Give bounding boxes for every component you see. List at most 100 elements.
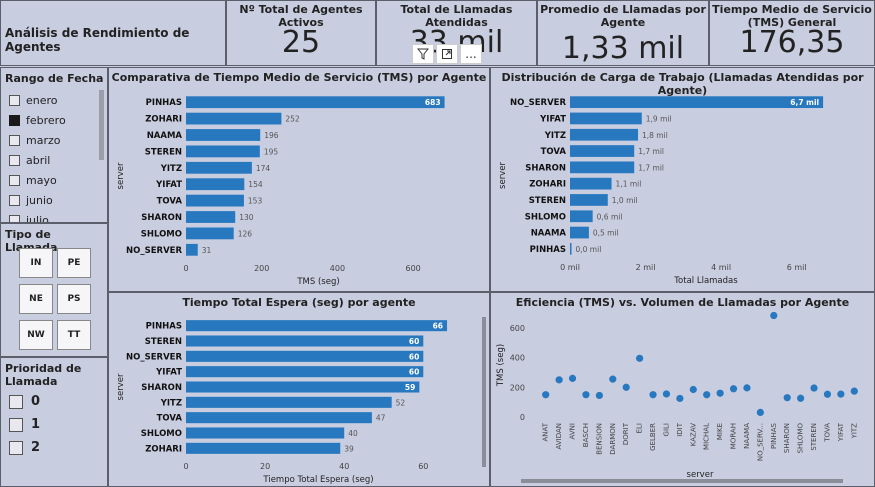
checkbox[interactable]: [9, 135, 20, 146]
bar[interactable]: [186, 427, 345, 439]
checkbox[interactable]: [9, 95, 20, 106]
bar[interactable]: [570, 177, 612, 190]
bar[interactable]: [570, 194, 608, 206]
more-options-button[interactable]: ...: [460, 44, 482, 64]
bar[interactable]: [186, 350, 424, 362]
bar[interactable]: [570, 96, 824, 109]
bar[interactable]: [186, 194, 244, 207]
data-point[interactable]: [582, 391, 590, 399]
checkbox[interactable]: [9, 440, 23, 455]
data-point[interactable]: [783, 394, 791, 402]
priority-option-1[interactable]: 1: [9, 417, 40, 432]
month-option-junio[interactable]: junio: [9, 194, 53, 207]
month-option-abril[interactable]: abril: [9, 154, 50, 167]
expand-icon[interactable]: [436, 44, 458, 64]
scrollbar[interactable]: [482, 317, 486, 467]
month-label: febrero: [26, 114, 66, 127]
data-point[interactable]: [595, 391, 603, 400]
data-point[interactable]: [542, 391, 550, 399]
call-type-tile-nw[interactable]: NW: [19, 320, 53, 350]
bar[interactable]: [570, 128, 638, 141]
month-option-mayo[interactable]: mayo: [9, 174, 57, 187]
data-point[interactable]: [622, 383, 630, 391]
bar[interactable]: [186, 412, 372, 424]
y-axis-label: server: [116, 162, 126, 189]
data-point[interactable]: [850, 387, 858, 395]
bar[interactable]: [186, 96, 445, 109]
call-type-tile-in[interactable]: IN: [19, 248, 53, 278]
checkbox[interactable]: [9, 394, 23, 409]
bar[interactable]: [186, 112, 282, 125]
data-label: 39: [344, 444, 354, 453]
data-point[interactable]: [716, 389, 724, 397]
data-point[interactable]: [729, 385, 738, 393]
bar[interactable]: [186, 396, 392, 408]
bar[interactable]: [570, 161, 635, 174]
month-option-febrero[interactable]: febrero: [9, 114, 66, 127]
category-label: PINHAS: [530, 245, 566, 255]
bar[interactable]: [570, 226, 589, 239]
category-label: KAZAV: [689, 423, 697, 446]
scrollbar[interactable]: [99, 90, 104, 160]
data-point[interactable]: [743, 384, 751, 392]
call-type-tile-ne[interactable]: NE: [19, 284, 53, 314]
call-type-tile-tt[interactable]: TT: [57, 320, 91, 350]
kpi-title: Nº Total de Agentes Activos: [239, 3, 363, 29]
bar[interactable]: [186, 335, 424, 347]
checkbox[interactable]: [9, 115, 20, 126]
bar[interactable]: [186, 145, 260, 158]
checkbox[interactable]: [9, 215, 20, 222]
bar[interactable]: [186, 381, 420, 393]
checkbox[interactable]: [9, 175, 20, 186]
bar[interactable]: [570, 210, 593, 223]
priority-option-2[interactable]: 2: [9, 440, 40, 455]
data-point[interactable]: [797, 394, 805, 402]
data-point[interactable]: [689, 385, 697, 394]
data-point[interactable]: [756, 408, 764, 416]
checkbox[interactable]: [9, 155, 20, 166]
data-point[interactable]: [703, 391, 711, 399]
y-axis-label: TMS (seg): [496, 344, 506, 387]
data-point[interactable]: [568, 374, 577, 382]
data-point[interactable]: [636, 354, 644, 362]
month-label: mayo: [26, 174, 57, 187]
checkbox[interactable]: [9, 195, 20, 206]
bar[interactable]: [186, 211, 236, 223]
funnel-icon[interactable]: [412, 44, 434, 64]
y-axis-label: server: [116, 373, 126, 400]
bar[interactable]: [570, 145, 635, 157]
bar[interactable]: [570, 242, 572, 255]
data-point[interactable]: [770, 311, 778, 320]
bar[interactable]: [186, 129, 261, 141]
tick-label: 400: [330, 264, 345, 273]
priority-option-0[interactable]: 0: [9, 394, 40, 409]
data-point[interactable]: [662, 390, 671, 398]
tms-chart-panel: Comparativa de Tiempo Medio de Servicio …: [108, 67, 490, 292]
wait-time-chart-panel: Tiempo Total Espera (seg) por agente PIN…: [108, 292, 490, 487]
bar[interactable]: [570, 112, 642, 125]
month-option-marzo[interactable]: marzo: [9, 134, 60, 147]
y-axis-label: server: [498, 162, 508, 189]
tick-label: 60: [418, 462, 428, 471]
bar[interactable]: [186, 366, 424, 378]
bar[interactable]: [186, 161, 252, 174]
month-option-julio[interactable]: julio: [9, 214, 49, 222]
call-type-tile-pe[interactable]: PE: [57, 248, 91, 278]
month-option-enero[interactable]: enero: [9, 94, 58, 107]
scrollbar[interactable]: [521, 479, 843, 483]
bar[interactable]: [186, 227, 234, 240]
data-point[interactable]: [555, 376, 563, 384]
call-type-tile-ps[interactable]: PS: [57, 284, 91, 314]
data-point[interactable]: [649, 391, 657, 399]
bar[interactable]: [186, 320, 448, 332]
bar[interactable]: [186, 243, 198, 256]
bar[interactable]: [186, 178, 245, 191]
data-point[interactable]: [676, 394, 684, 403]
data-point[interactable]: [837, 390, 845, 398]
data-point[interactable]: [810, 384, 818, 392]
category-label: YIFAT: [155, 368, 182, 378]
bar[interactable]: [186, 442, 341, 454]
data-point[interactable]: [823, 390, 832, 398]
checkbox[interactable]: [9, 417, 23, 432]
data-point[interactable]: [609, 375, 617, 383]
